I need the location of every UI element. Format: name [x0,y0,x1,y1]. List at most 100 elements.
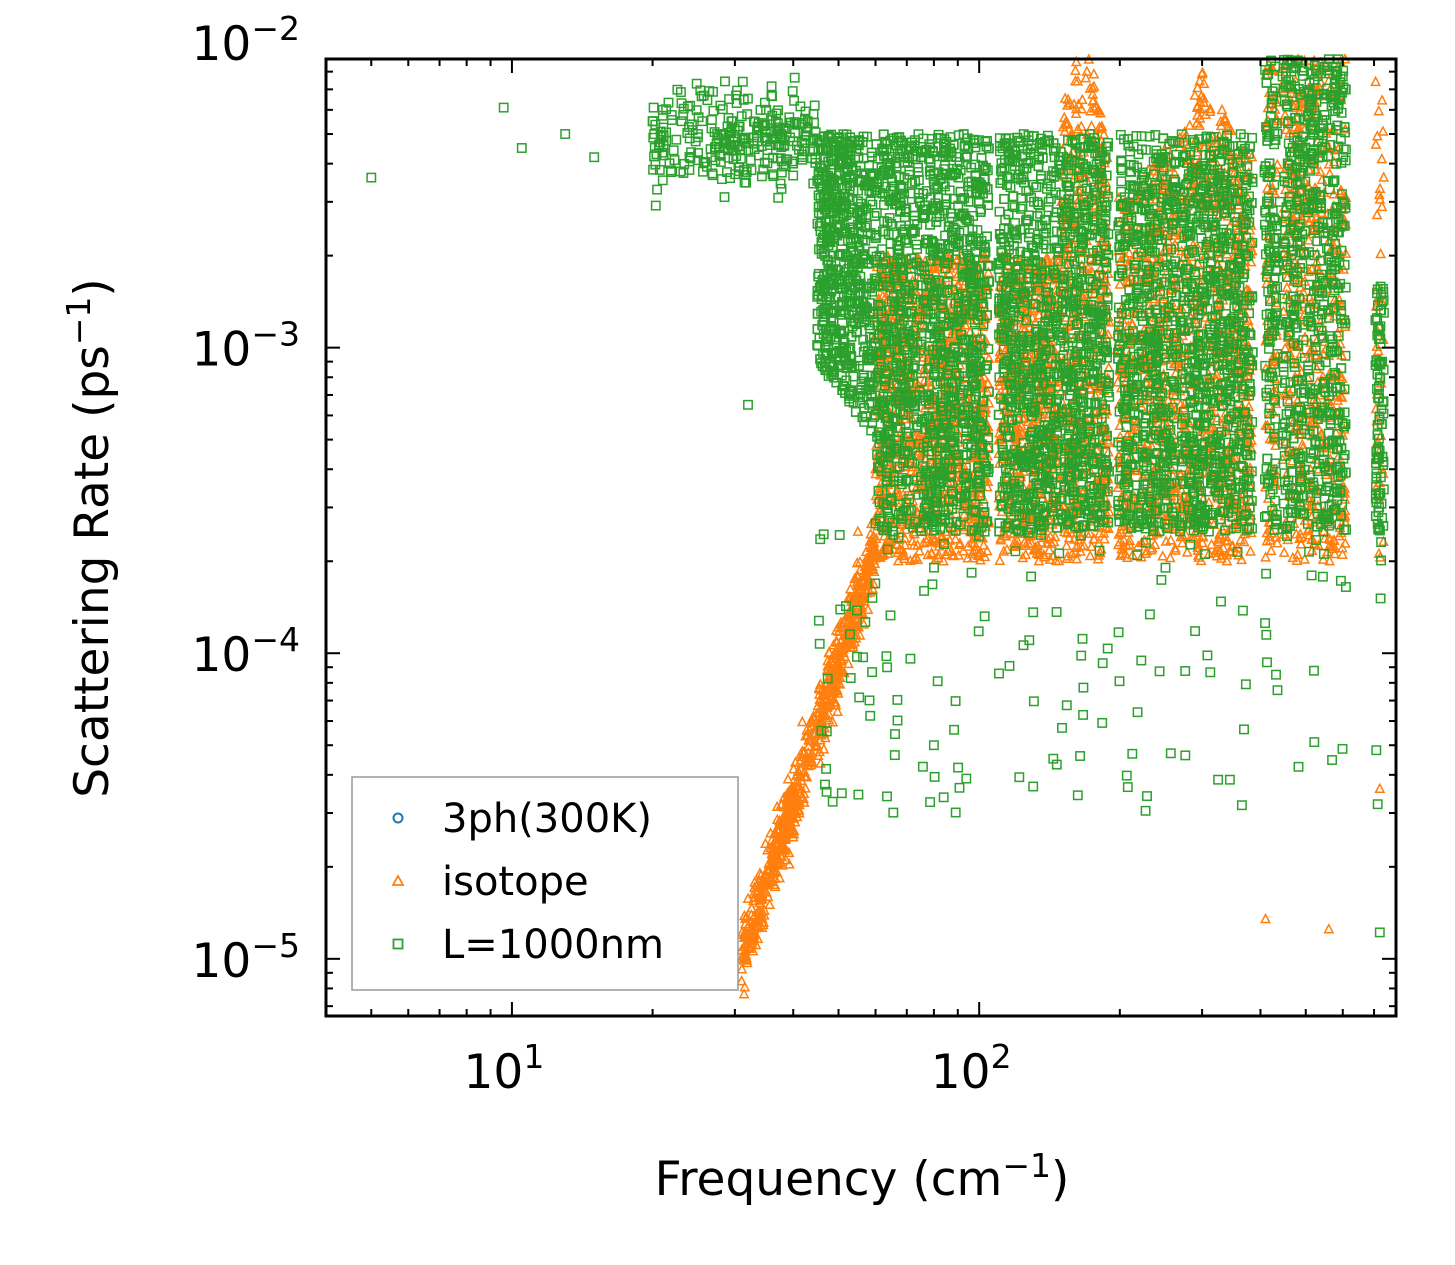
isotope-point [805,716,817,727]
isotope-point [783,858,795,869]
isotope-point [1375,247,1387,259]
isotope-point [829,695,841,707]
isotope-point [1376,94,1388,105]
isotope-point [771,800,783,812]
isotope-point [792,780,804,792]
isotope-point [1169,167,1181,178]
isotope-point [836,641,847,653]
boundary-point [797,154,808,165]
isotope-point [1370,138,1382,149]
isotope-point [853,589,865,601]
isotope-point [813,681,825,693]
boundary-point [1262,453,1273,464]
isotope-point [1377,125,1389,136]
boundary-point [684,164,695,175]
boundary-point [650,200,661,211]
isotope-point [1071,552,1083,564]
isotope-point [1266,526,1278,538]
isotope-point [859,560,871,572]
isotope-point [755,907,767,918]
isotope-point [962,552,974,563]
isotope-point [1280,435,1292,447]
isotope-point [832,705,844,716]
isotope-point [1017,551,1029,563]
isotope-point [1278,546,1290,557]
isotope-point [742,919,754,931]
isotope-point [831,683,843,694]
isotope-point [1095,422,1107,433]
isotope-point [1157,550,1169,561]
isotope-point [1164,551,1176,563]
isotope-point [753,876,765,887]
isotope-point [1169,390,1181,401]
isotope-point [1245,545,1256,556]
boundary-point [706,114,717,125]
isotope-point [815,713,827,724]
isotope-point [842,657,854,669]
isotope-point [870,532,882,543]
isotope-point [1371,208,1383,220]
isotope-point [769,866,781,877]
isotope-point [777,814,789,825]
isotope-point [756,912,768,923]
isotope-point [738,928,750,939]
isotope-point [922,548,934,560]
boundary-point [668,145,679,156]
isotope-point [1303,234,1315,245]
isotope-point [852,592,864,603]
isotope-point [1096,120,1108,131]
isotope-point [1184,119,1196,130]
isotope-point [736,963,748,974]
isotope-point [773,853,785,864]
isotope-point [786,789,798,800]
isotope-point [1084,549,1096,561]
isotope-point [801,758,813,770]
isotope-point [840,637,852,648]
isotope-point [803,759,815,771]
isotope-point [778,823,789,834]
isotope-point [852,525,864,536]
isotope-point [736,974,748,986]
isotope-point [1165,534,1177,545]
isotope-point [854,629,866,640]
isotope-point [1048,549,1059,561]
isotope-point [812,699,824,711]
isotope-point [752,932,764,944]
boundary-point [652,184,663,195]
isotope-point [836,618,848,629]
isotope-point [780,805,792,817]
isotope-point [776,817,788,828]
isotope-point [798,792,809,804]
isotope-point [1242,314,1254,326]
boundary-point [657,175,668,186]
isotope-point [823,714,835,725]
isotope-point [847,616,859,628]
isotope-point [1123,247,1135,258]
isotope-point [798,796,810,807]
isotope-point [786,812,797,823]
isotope-point [750,938,762,950]
isotope-point [1287,551,1299,563]
isotope-point [1204,102,1216,114]
isotope-point [805,720,817,731]
boundary-point [666,110,677,120]
points-layer [366,53,1390,999]
isotope-point [771,813,783,825]
boundary-point [649,151,660,162]
isotope-point [823,646,835,658]
isotope-point [739,945,751,956]
boundary-point [667,115,677,125]
boundary-point [671,134,682,145]
isotope-point [773,858,784,869]
isotope-point [765,871,777,882]
boundary-point [719,192,730,203]
isotope-point [1114,431,1126,442]
isotope-point [862,577,874,589]
isotope-point [1080,71,1092,83]
isotope-point [1069,64,1081,75]
isotope-point [1025,420,1037,431]
isotope-point [759,867,771,878]
isotope-point [1265,544,1277,556]
isotope-point [1114,278,1126,289]
